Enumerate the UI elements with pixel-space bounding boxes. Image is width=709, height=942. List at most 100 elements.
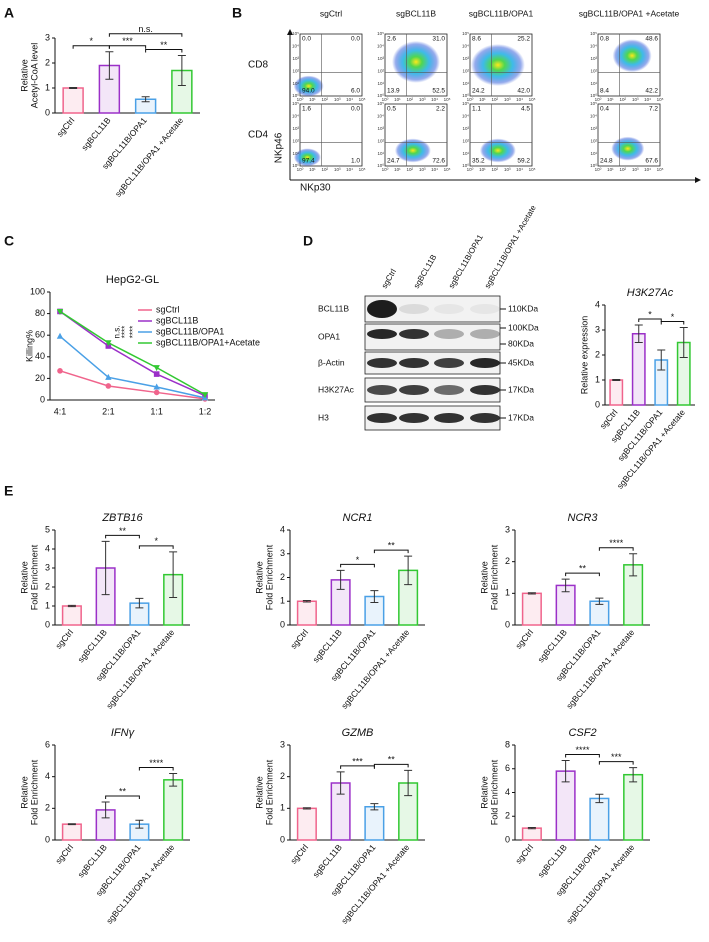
tick-label: 10¹ <box>292 151 299 156</box>
bar <box>609 379 624 406</box>
y-tick-label: 2 <box>280 771 285 781</box>
bar <box>631 333 646 406</box>
tick-label: 10⁴ <box>346 97 353 102</box>
y-tick-label: 0 <box>45 834 50 844</box>
error-bar <box>67 604 76 608</box>
y-tick-label: 6 <box>45 739 50 749</box>
quadrant-value: 1.0 <box>351 158 360 165</box>
density <box>293 148 321 167</box>
tick-label: 10¹ <box>479 167 486 172</box>
tick-label: 10³ <box>632 97 639 102</box>
quadrant-value: 2.6 <box>387 36 396 43</box>
tick-label: 10² <box>292 138 299 143</box>
quadrant-value: 59.2 <box>517 158 530 165</box>
band <box>434 304 464 314</box>
marker <box>153 389 160 396</box>
quadrant-value: 35.2 <box>472 158 485 165</box>
tick-label: 10⁵ <box>462 31 469 36</box>
sig-bracket <box>108 33 183 37</box>
row-label: β-Actin <box>318 357 345 367</box>
tick-label: 10³ <box>292 126 299 131</box>
marker <box>105 373 112 380</box>
column-header: sgCtrl <box>320 8 342 18</box>
error-bar <box>634 324 643 343</box>
tick-label: 10² <box>590 138 597 143</box>
band <box>434 358 464 368</box>
tick-label: 10¹ <box>309 97 316 102</box>
tick-label: 10³ <box>419 97 426 102</box>
tick-label: 10¹ <box>309 167 316 172</box>
y-axis-label: Killing% <box>24 330 34 362</box>
quadrant-value: 67.6 <box>645 158 658 165</box>
bar <box>589 797 610 841</box>
error-bar <box>101 801 110 819</box>
column-header: sgBCL11B/OPA1 +Acetate <box>579 8 680 18</box>
bar <box>62 87 84 114</box>
tick-label: 10³ <box>377 126 384 131</box>
y-tick-label: 0 <box>505 619 510 629</box>
chart-title: HepG2-GL <box>106 274 159 286</box>
band <box>470 329 500 339</box>
error-bar <box>612 379 621 381</box>
band <box>470 385 500 395</box>
quadrant-value: 0.0 <box>302 36 311 43</box>
tick-label: 10² <box>462 68 469 73</box>
error-bar <box>404 555 413 586</box>
y-tick-label: 6 <box>505 763 510 773</box>
error-bar <box>561 578 570 593</box>
band <box>367 329 397 339</box>
bar <box>163 779 184 841</box>
quadrant-value: 1.1 <box>472 106 481 113</box>
density <box>479 138 516 163</box>
error-bar <box>67 823 76 826</box>
tick-label: 10³ <box>504 167 511 172</box>
sig-bracket <box>340 765 375 769</box>
error-bar <box>629 553 638 577</box>
bar <box>61 605 82 626</box>
quadrant-value: 25.2 <box>517 36 530 43</box>
row-label: BCL11B <box>318 303 349 313</box>
band <box>434 385 464 395</box>
y-tick-label: 3 <box>280 548 285 558</box>
chart-title: ZBTB16 <box>101 512 143 524</box>
tick-label: 10⁰ <box>467 97 474 102</box>
quadrant-value: 2.2 <box>436 106 445 113</box>
band <box>434 413 464 423</box>
y-axis-label: Fold Enrichment <box>29 544 39 610</box>
tick-label: 10² <box>377 138 384 143</box>
lane-label: sgCtrl <box>380 267 398 290</box>
band <box>399 358 429 368</box>
x-tick-label: sgBCL11B <box>75 627 109 664</box>
y-tick-label: 2 <box>505 811 510 821</box>
bar <box>521 592 542 626</box>
y-axis-label: Relative expression <box>579 316 589 395</box>
series-line <box>59 370 206 400</box>
y-tick-label: 2 <box>45 803 50 813</box>
sig-bracket <box>638 318 662 322</box>
marker-label: 45KDa <box>508 357 534 367</box>
x-tick-label: sgBCL11B <box>75 842 109 879</box>
x-tick-label: sgCtrl <box>54 115 76 139</box>
chart-title: NCR3 <box>568 512 599 524</box>
y-tick-label: 2 <box>505 556 510 566</box>
bar <box>364 806 385 841</box>
quadrant-value: 4.5 <box>521 106 530 113</box>
row-label: H3K27Ac <box>318 384 355 394</box>
sig-bracket <box>598 547 634 551</box>
tick-label: 10² <box>492 167 499 172</box>
tick-label: 10³ <box>462 126 469 131</box>
y-axis-label: Fold Enrichment <box>489 544 499 610</box>
tick-label: 10⁵ <box>529 97 536 102</box>
error-bar <box>527 827 536 830</box>
tick-label: 10⁰ <box>462 163 469 168</box>
tick-label: 10⁴ <box>346 167 353 172</box>
tick-label: 10⁰ <box>377 163 384 168</box>
marker <box>153 371 160 377</box>
tick-label: 10⁵ <box>462 101 469 106</box>
lane-label: sgBCL11B <box>412 253 439 290</box>
tick-label: 10³ <box>292 56 299 61</box>
x-tick-label: sgBCL11B/OPA1 +Acetate <box>104 842 176 926</box>
y-tick-label: 4 <box>280 524 285 534</box>
tick-label: 10² <box>492 97 499 102</box>
sig-label: *** <box>611 752 622 762</box>
